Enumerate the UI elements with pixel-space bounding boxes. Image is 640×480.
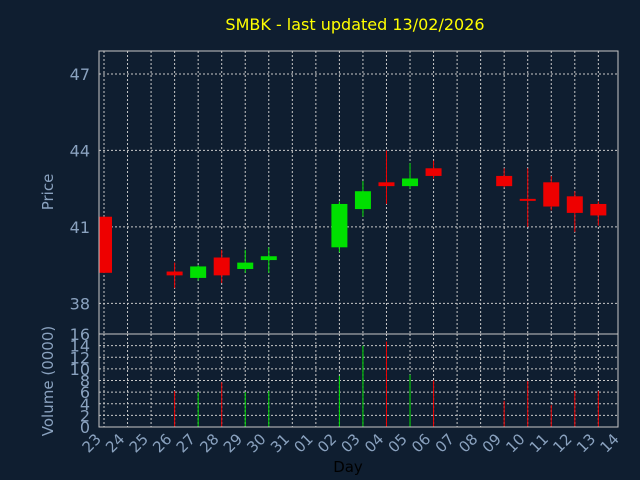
price-tick-labels: 38 41 44 47 [70,65,90,313]
candle-body [260,256,277,261]
price-axis-label: Price [39,174,57,211]
candle-body [590,203,607,216]
volume-tick-label: 8 [80,372,90,391]
volume-tick-label: 16 [70,325,90,344]
candle-body [425,168,442,176]
candle-body [496,175,513,187]
volume-tick-label: 14 [70,337,90,356]
candle-body [519,198,536,201]
x-axis-label: Day [333,458,363,476]
price-tick-label: 41 [70,218,90,237]
volume-tick-label: 2 [80,406,90,425]
price-tick-label: 44 [70,141,90,160]
candle-body [331,203,348,248]
candle-body [99,216,112,273]
volume-tick-label: 0 [80,418,90,437]
volume-tick-label: 4 [80,395,90,414]
price-tick-label: 47 [70,65,90,84]
volume-tick-label: 6 [80,383,90,402]
candle-body [166,271,183,276]
candles-layer [99,150,607,289]
day-tick-labels: 2324252627282930310102030405060708091011… [79,430,623,456]
candle-body [566,196,583,213]
chart-title: SMBK - last updated 13/02/2026 [225,15,484,34]
candle-body [237,262,254,269]
volume-tick-label: 10 [70,360,90,379]
volume-tick-label: 12 [70,348,90,367]
candle-body [378,182,395,187]
volume-axis-label: Volume (0000) [39,326,57,436]
candle-body [354,191,371,210]
price-tick-label: 38 [70,294,90,313]
candle-body [543,182,560,207]
candle-body [213,257,230,276]
candle-body [402,178,419,187]
volume-panel-frame [98,333,619,428]
candle-body [190,266,207,278]
volume-bars-layer [174,341,599,427]
